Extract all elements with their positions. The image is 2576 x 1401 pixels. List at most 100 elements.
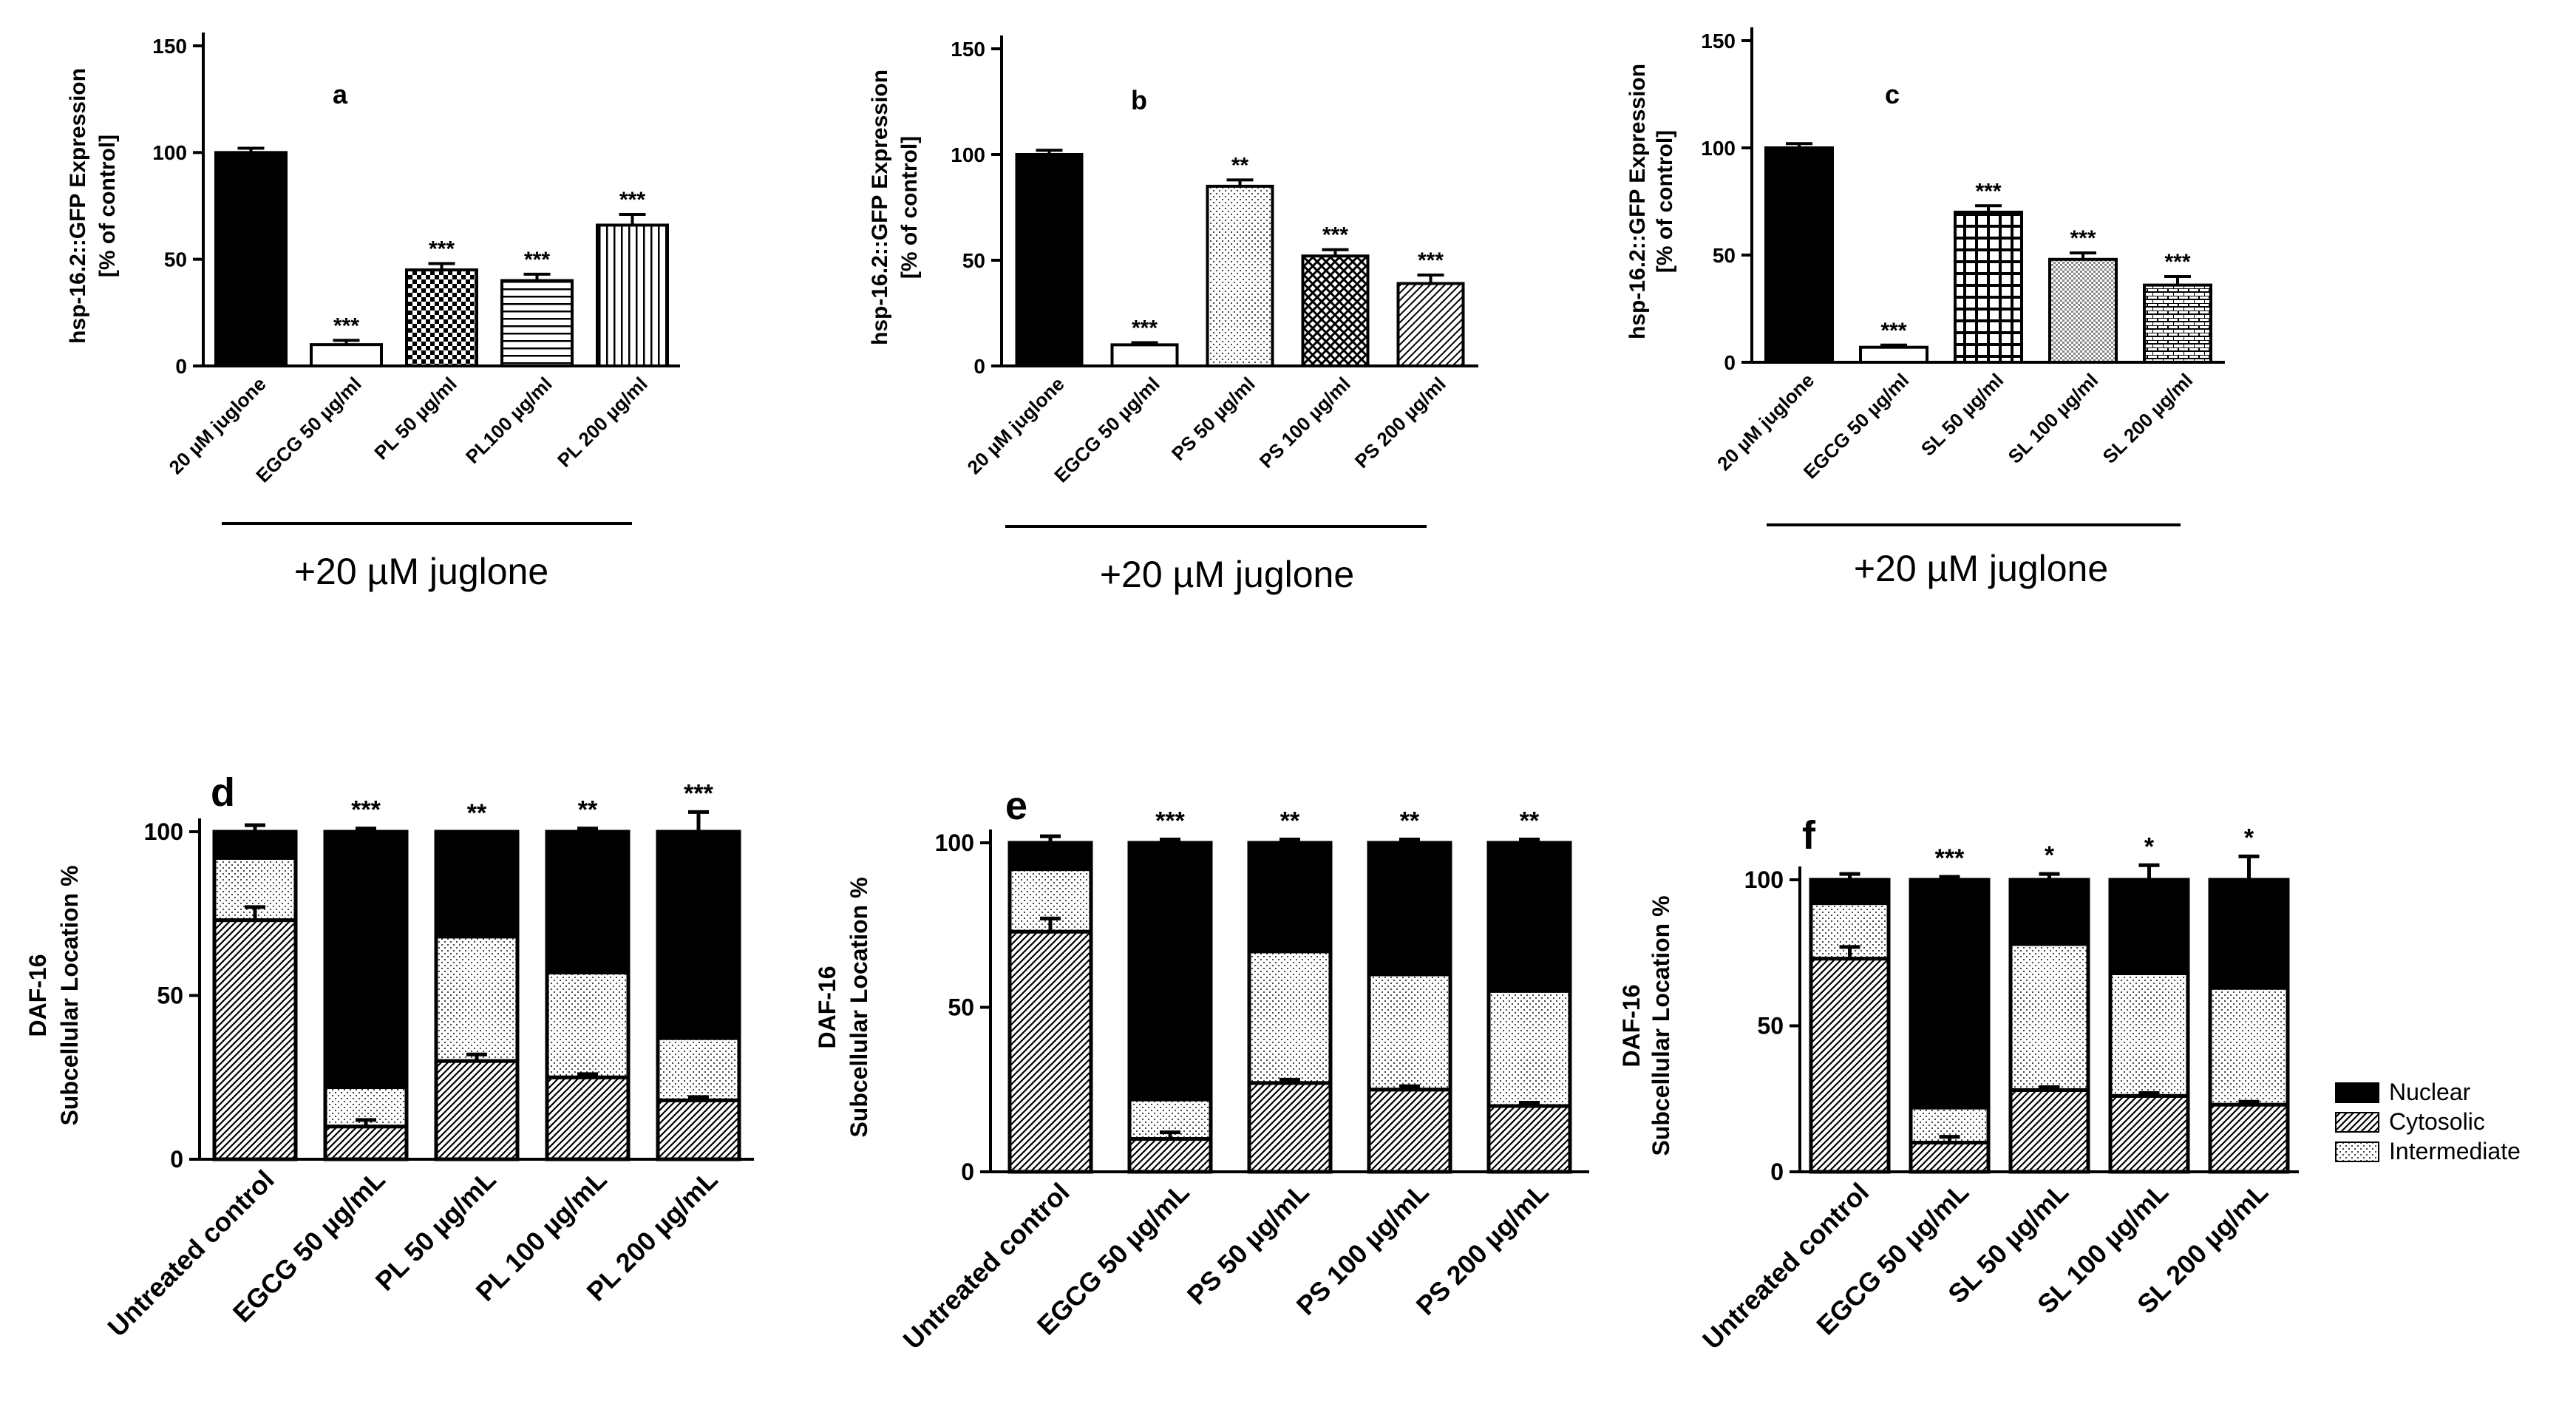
category-label: Untreated control bbox=[1696, 1177, 1875, 1355]
category-label: PL100 µg/ml bbox=[461, 373, 557, 468]
segment-nuclear bbox=[545, 830, 631, 974]
y-axis-subtitle: [% of control] bbox=[1653, 130, 1677, 273]
segment-intermediate bbox=[2208, 986, 2290, 1107]
group-label: +20 µM juglone bbox=[1854, 548, 2108, 589]
significance-label: *** bbox=[619, 188, 645, 212]
category-label: 20 µM juglone bbox=[1713, 369, 1818, 475]
y-axis-title: hsp-16.2::GFP Expression bbox=[868, 69, 892, 345]
group-label: +20 µM juglone bbox=[1100, 554, 1354, 595]
y-tick-label: 50 bbox=[1713, 244, 1736, 267]
significance-label: *** bbox=[684, 779, 713, 807]
significance-label: *** bbox=[1935, 844, 1965, 872]
segment-cytosolic bbox=[434, 1059, 520, 1161]
segment-cytosolic bbox=[1809, 957, 1891, 1174]
significance-label: *** bbox=[1880, 319, 1906, 343]
y-tick-label: 0 bbox=[1770, 1159, 1784, 1185]
y-tick-label: 0 bbox=[175, 355, 187, 378]
y-axis-title: hsp-16.2::GFP Expression bbox=[66, 68, 90, 344]
significance-label: * bbox=[2144, 832, 2155, 861]
segment-cytosolic bbox=[2108, 1093, 2190, 1174]
significance-label: ** bbox=[467, 799, 487, 827]
segment-intermediate bbox=[545, 970, 631, 1079]
significance-label: *** bbox=[1975, 179, 2001, 203]
category-label: PS 50 µg/mL bbox=[1181, 1177, 1315, 1311]
bar bbox=[500, 279, 574, 367]
bar bbox=[596, 223, 669, 368]
y-tick-label: 150 bbox=[951, 38, 985, 61]
panel-label: e bbox=[1005, 784, 1027, 828]
y-axis-subtitle: Subcellular Location % bbox=[1648, 895, 1674, 1156]
bar bbox=[1015, 153, 1084, 367]
legend: Nuclear Cytosolic Intermediate bbox=[2335, 1079, 2521, 1164]
significance-label: *** bbox=[1418, 248, 1444, 273]
panel-label: a bbox=[333, 79, 348, 109]
y-tick-label: 100 bbox=[1744, 866, 1784, 893]
category-label: SL 200 µg/ml bbox=[2098, 369, 2198, 468]
bar bbox=[1301, 254, 1370, 367]
significance-label: *** bbox=[351, 796, 381, 824]
significance-label: ** bbox=[1280, 807, 1300, 835]
y-tick-label: 0 bbox=[973, 355, 985, 378]
significance-label: *** bbox=[1322, 223, 1348, 248]
segment-intermediate bbox=[1367, 972, 1452, 1092]
panel-label: d bbox=[211, 770, 235, 815]
y-tick-label: 100 bbox=[144, 818, 183, 845]
bar bbox=[310, 343, 383, 367]
segment-intermediate bbox=[2108, 971, 2190, 1098]
significance-label: ** bbox=[1520, 807, 1540, 835]
y-axis-title: hsp-16.2::GFP Expression bbox=[1625, 64, 1650, 339]
segment-intermediate bbox=[1247, 949, 1333, 1085]
y-axis-subtitle: Subcellular Location % bbox=[846, 877, 872, 1137]
segment-intermediate bbox=[434, 934, 520, 1063]
bar bbox=[2143, 283, 2212, 364]
segment-cytosolic bbox=[2208, 1102, 2290, 1174]
y-tick-label: 0 bbox=[170, 1146, 183, 1173]
segment-nuclear bbox=[656, 830, 741, 1040]
y-tick-label: 150 bbox=[152, 35, 187, 58]
y-tick-label: 50 bbox=[157, 983, 183, 1009]
category-label: SL 50 µg/ml bbox=[1917, 369, 2008, 460]
bar bbox=[1110, 343, 1179, 367]
significance-label: ** bbox=[578, 796, 598, 824]
legend-label: Cytosolic bbox=[2389, 1108, 2485, 1135]
bar bbox=[1954, 211, 2023, 364]
segment-nuclear bbox=[323, 830, 409, 1090]
y-tick-label: 150 bbox=[1701, 30, 1736, 52]
bar bbox=[2048, 257, 2118, 364]
bar bbox=[405, 268, 478, 367]
segment-cytosolic bbox=[1486, 1104, 1572, 1174]
segment-cytosolic bbox=[656, 1098, 741, 1161]
segment-cytosolic bbox=[1909, 1141, 1991, 1174]
panel-label: b bbox=[1131, 85, 1147, 115]
significance-label: *** bbox=[429, 237, 455, 261]
segment-nuclear bbox=[1127, 841, 1213, 1102]
chart-panel-f: 0 50 100 DAF-16 Subcellular Location % f Untre… bbox=[1618, 813, 2299, 1355]
significance-label: *** bbox=[333, 313, 359, 338]
y-tick-label: 0 bbox=[1724, 351, 1736, 374]
category-label: 20 µM juglone bbox=[165, 373, 271, 478]
group-label: +20 µM juglone bbox=[294, 551, 548, 592]
segment-cytosolic bbox=[545, 1075, 631, 1161]
significance-label: *** bbox=[524, 248, 550, 272]
significance-label: ** bbox=[1231, 153, 1249, 177]
panel-label: f bbox=[1802, 813, 1816, 858]
legend-label: Intermediate bbox=[2389, 1138, 2521, 1164]
legend-swatch bbox=[2335, 1082, 2379, 1103]
segment-cytosolic bbox=[1007, 929, 1093, 1174]
bar bbox=[1396, 282, 1465, 367]
y-tick-label: 50 bbox=[1757, 1013, 1784, 1039]
category-label: PL 50 µg/ml bbox=[370, 373, 461, 464]
segment-cytosolic bbox=[212, 918, 298, 1161]
y-tick-label: 50 bbox=[948, 994, 974, 1021]
segment-intermediate bbox=[656, 1036, 741, 1102]
significance-label: * bbox=[2045, 841, 2055, 869]
segment-nuclear bbox=[1247, 841, 1333, 954]
y-tick-label: 100 bbox=[951, 143, 985, 166]
y-tick-label: 50 bbox=[164, 248, 187, 271]
significance-label: *** bbox=[2070, 226, 2096, 251]
category-label: PS 100 µg/ml bbox=[1255, 373, 1355, 472]
y-axis-subtitle: [% of control] bbox=[95, 135, 120, 277]
y-axis-title: DAF-16 bbox=[24, 954, 51, 1037]
